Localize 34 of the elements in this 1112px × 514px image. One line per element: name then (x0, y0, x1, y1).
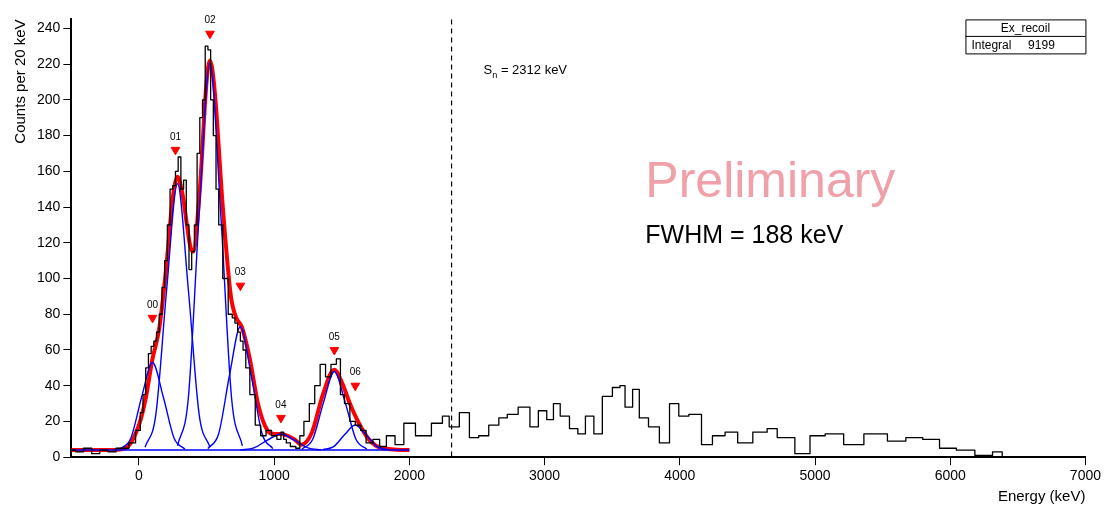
x-axis-title: Energy (keV) (997, 487, 1086, 505)
annotation: 00 (146, 298, 159, 310)
y-tick-label: 20 (44, 412, 61, 429)
y-tick-label: 140 (37, 197, 61, 214)
y-tick-label: 120 (37, 233, 61, 250)
x-tick-label: 7000 (1069, 467, 1102, 484)
annotation: 05 (328, 330, 341, 342)
y-tick-label: 0 (52, 448, 61, 465)
y-tick-label: 160 (37, 162, 61, 179)
annotation: 02 (204, 14, 216, 26)
annotation: 04 (275, 398, 287, 410)
annotation: 06 (349, 366, 362, 378)
y-axis-title: Counts per 20 keV (11, 19, 29, 144)
annotation: FWHM = 188 keV (645, 219, 844, 248)
x-tick-label: 3000 (529, 467, 561, 484)
y-tick-label: 60 (44, 340, 61, 357)
annotation: 01 (169, 130, 182, 142)
y-tick-label: 220 (37, 54, 61, 71)
y-tick-label: 240 (37, 19, 61, 36)
x-tick-label: 0 (135, 467, 144, 484)
x-tick-label: 6000 (934, 467, 966, 484)
y-tick-label: 180 (37, 126, 61, 143)
x-tick-label: 2000 (393, 467, 426, 484)
y-tick-label: 80 (44, 305, 61, 322)
x-tick-label: 4000 (664, 467, 696, 484)
x-tick-label: 1000 (258, 467, 290, 484)
annotation: Preliminary (645, 151, 896, 208)
annotation: 03 (234, 266, 247, 278)
y-tick-label: 40 (44, 376, 61, 393)
annotation: Integral 9199 (971, 38, 1056, 53)
y-tick-label: 100 (37, 269, 61, 286)
x-tick-label: 5000 (799, 467, 831, 484)
annotation: Ex_recoil (1000, 21, 1051, 36)
y-tick-label: 200 (37, 90, 61, 107)
